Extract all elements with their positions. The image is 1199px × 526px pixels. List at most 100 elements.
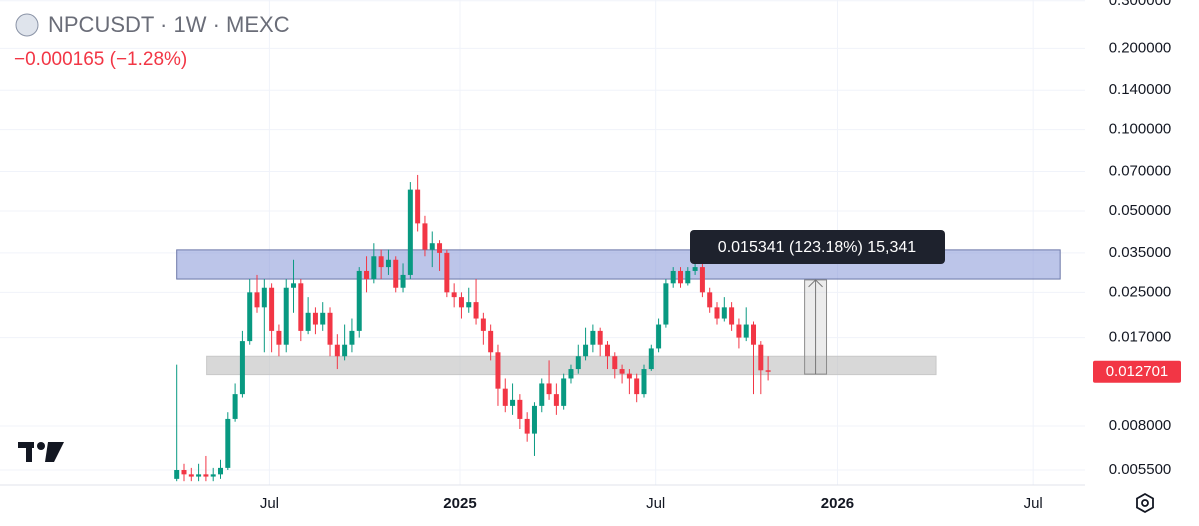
candle-body [495, 352, 501, 389]
last-price-box [1093, 360, 1181, 383]
settings-icon[interactable] [1136, 492, 1154, 514]
candle-body [524, 418, 530, 434]
candle-body [721, 307, 727, 319]
symbol-icon [15, 13, 39, 37]
candle-body [575, 356, 581, 370]
candle-body [590, 330, 596, 345]
candle-body [451, 292, 457, 298]
candle-body [656, 324, 662, 349]
last-price-label: 0.012701 [1106, 363, 1169, 380]
candle-body [254, 292, 260, 308]
y-tick-label: 0.200000 [1109, 39, 1172, 56]
candle-body [604, 344, 610, 357]
y-tick-label: 0.140000 [1109, 81, 1172, 98]
y-tick-label: 0.100000 [1109, 121, 1172, 138]
candle-body [677, 270, 683, 284]
y-tick-label: 0.300000 [1109, 0, 1172, 9]
candle-body [707, 292, 713, 308]
candle-body [422, 223, 428, 250]
candle-body [458, 297, 464, 308]
candle-body [531, 405, 537, 434]
candle-body [196, 474, 202, 477]
candle-body [437, 243, 443, 253]
candle-body [765, 370, 771, 372]
candle-body [729, 307, 735, 325]
candle-body [546, 383, 552, 395]
candle-body [232, 394, 238, 419]
candle-body [385, 259, 391, 268]
candle-body [291, 283, 297, 288]
candle-body [466, 302, 472, 308]
candle-body [612, 356, 618, 370]
candle-body [539, 383, 545, 406]
price-change: −0.000165 (−1.28%) [14, 49, 187, 70]
candle-body [444, 252, 450, 293]
candle-body [225, 418, 231, 468]
y-tick-label: 0.025000 [1109, 283, 1172, 300]
candle-body [619, 369, 625, 374]
candle-body [553, 394, 559, 406]
x-tick-label: Jul [260, 495, 279, 512]
candle-body [692, 267, 698, 271]
candle-body [378, 256, 384, 268]
candle-body [356, 270, 362, 331]
x-tick-label: Jul [646, 495, 665, 512]
candle-body [634, 378, 640, 395]
candle-body [276, 330, 282, 345]
candle-body [648, 348, 654, 370]
tv-logo [18, 442, 64, 462]
candle-body [247, 292, 253, 342]
candle-body [371, 256, 377, 280]
candle-body [210, 474, 216, 477]
candle-body [181, 470, 187, 475]
candle-body [663, 283, 669, 325]
candle-body [174, 470, 180, 479]
y-tick-label: 0.017000 [1109, 329, 1172, 346]
candle-body [239, 341, 245, 395]
candle-body [334, 344, 340, 357]
candle-body [714, 307, 720, 319]
measure-label-box [690, 230, 945, 264]
candle-body [349, 330, 355, 345]
x-tick-label: 2025 [443, 495, 476, 512]
candle-body [561, 378, 567, 406]
candle-body [736, 324, 742, 338]
candle-body [758, 344, 764, 371]
measure-label-text: 0.015341 (123.18%) 15,341 [718, 239, 916, 256]
candle-body [670, 270, 676, 284]
candle-body [364, 270, 370, 280]
y-tick-label: 0.035000 [1109, 244, 1172, 261]
candle-body [298, 283, 304, 331]
candle-body [283, 287, 289, 345]
candle-body [305, 312, 311, 331]
candle-body [261, 287, 267, 308]
candle-body [699, 267, 705, 293]
y-tick-label: 0.008000 [1109, 417, 1172, 434]
candle-body [626, 373, 632, 379]
candle-body [429, 243, 435, 250]
candle-body [751, 324, 757, 345]
candle-body [342, 344, 348, 357]
candle-body [597, 330, 603, 345]
candle-body [415, 189, 421, 224]
axis: 0.300000 0.200000 0.140000 0.100000 0.070000… [260, 0, 1181, 512]
candle-body [502, 388, 508, 406]
candle-body [393, 259, 399, 288]
candle-body [488, 330, 494, 353]
candle-body [641, 369, 647, 395]
candle-body [510, 399, 516, 406]
candle-body [743, 324, 749, 338]
candle-body [188, 474, 194, 477]
candle-body [203, 474, 209, 477]
x-tick-label: Jul [1024, 495, 1043, 512]
candle-body [685, 270, 691, 284]
candle-body [517, 399, 523, 419]
plot: 0.015341 (123.18%) 15,341 [174, 174, 1061, 482]
candle-body [312, 312, 318, 325]
candle-body [473, 302, 479, 319]
candle-body [327, 312, 333, 345]
candle-body [269, 287, 275, 331]
x-tick-label: 2026 [821, 495, 854, 512]
y-tick-label: 0.070000 [1109, 163, 1172, 180]
